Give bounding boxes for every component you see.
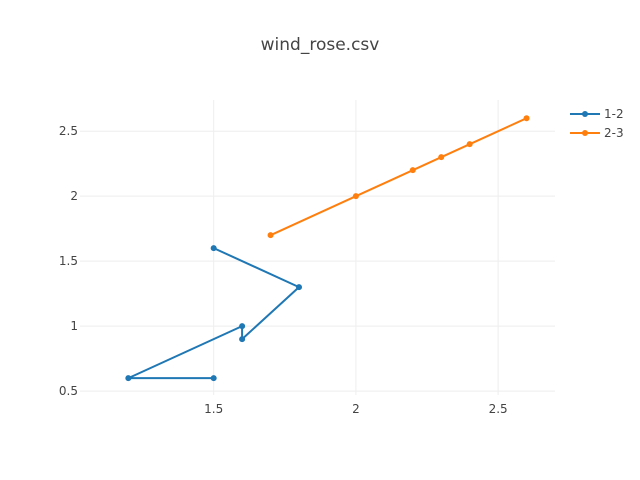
data-point[interactable]: [239, 336, 246, 343]
series-1-2: [125, 245, 303, 382]
legend-label: 2-3: [604, 126, 624, 140]
series-2-3: [267, 115, 530, 239]
data-point[interactable]: [466, 141, 473, 148]
x-tick-label: 2: [352, 402, 360, 416]
series-line: [127, 247, 300, 380]
legend[interactable]: 1-22-3: [570, 107, 624, 140]
y-tick-label: 1: [70, 319, 78, 333]
data-point[interactable]: [267, 232, 274, 239]
legend-item-1-2[interactable]: 1-2: [570, 107, 624, 121]
legend-marker: [582, 111, 588, 117]
data-point[interactable]: [125, 375, 132, 382]
ticks: 1.5 2 2.5 0.5 1 1.5 2 2.5: [59, 124, 508, 416]
data-point[interactable]: [239, 323, 246, 330]
legend-marker: [582, 130, 588, 136]
data-point[interactable]: [438, 154, 445, 161]
data-point[interactable]: [210, 245, 217, 252]
y-tick-label: 0.5: [59, 384, 78, 398]
data-point[interactable]: [523, 115, 530, 122]
x-tick-label: 2.5: [489, 402, 508, 416]
series-line: [270, 117, 528, 237]
data-point[interactable]: [210, 375, 217, 382]
data-point[interactable]: [296, 284, 303, 291]
y-tick-label: 1.5: [59, 254, 78, 268]
series-layer: [125, 115, 530, 382]
data-point[interactable]: [352, 193, 359, 200]
y-tick-label: 2: [70, 189, 78, 203]
grid: [80, 100, 555, 395]
y-tick-label: 2.5: [59, 124, 78, 138]
chart-title: wind_rose.csv: [261, 35, 380, 55]
x-tick-label: 1.5: [204, 402, 223, 416]
data-point[interactable]: [409, 167, 416, 174]
legend-item-2-3[interactable]: 2-3: [570, 126, 624, 140]
legend-label: 1-2: [604, 107, 624, 121]
